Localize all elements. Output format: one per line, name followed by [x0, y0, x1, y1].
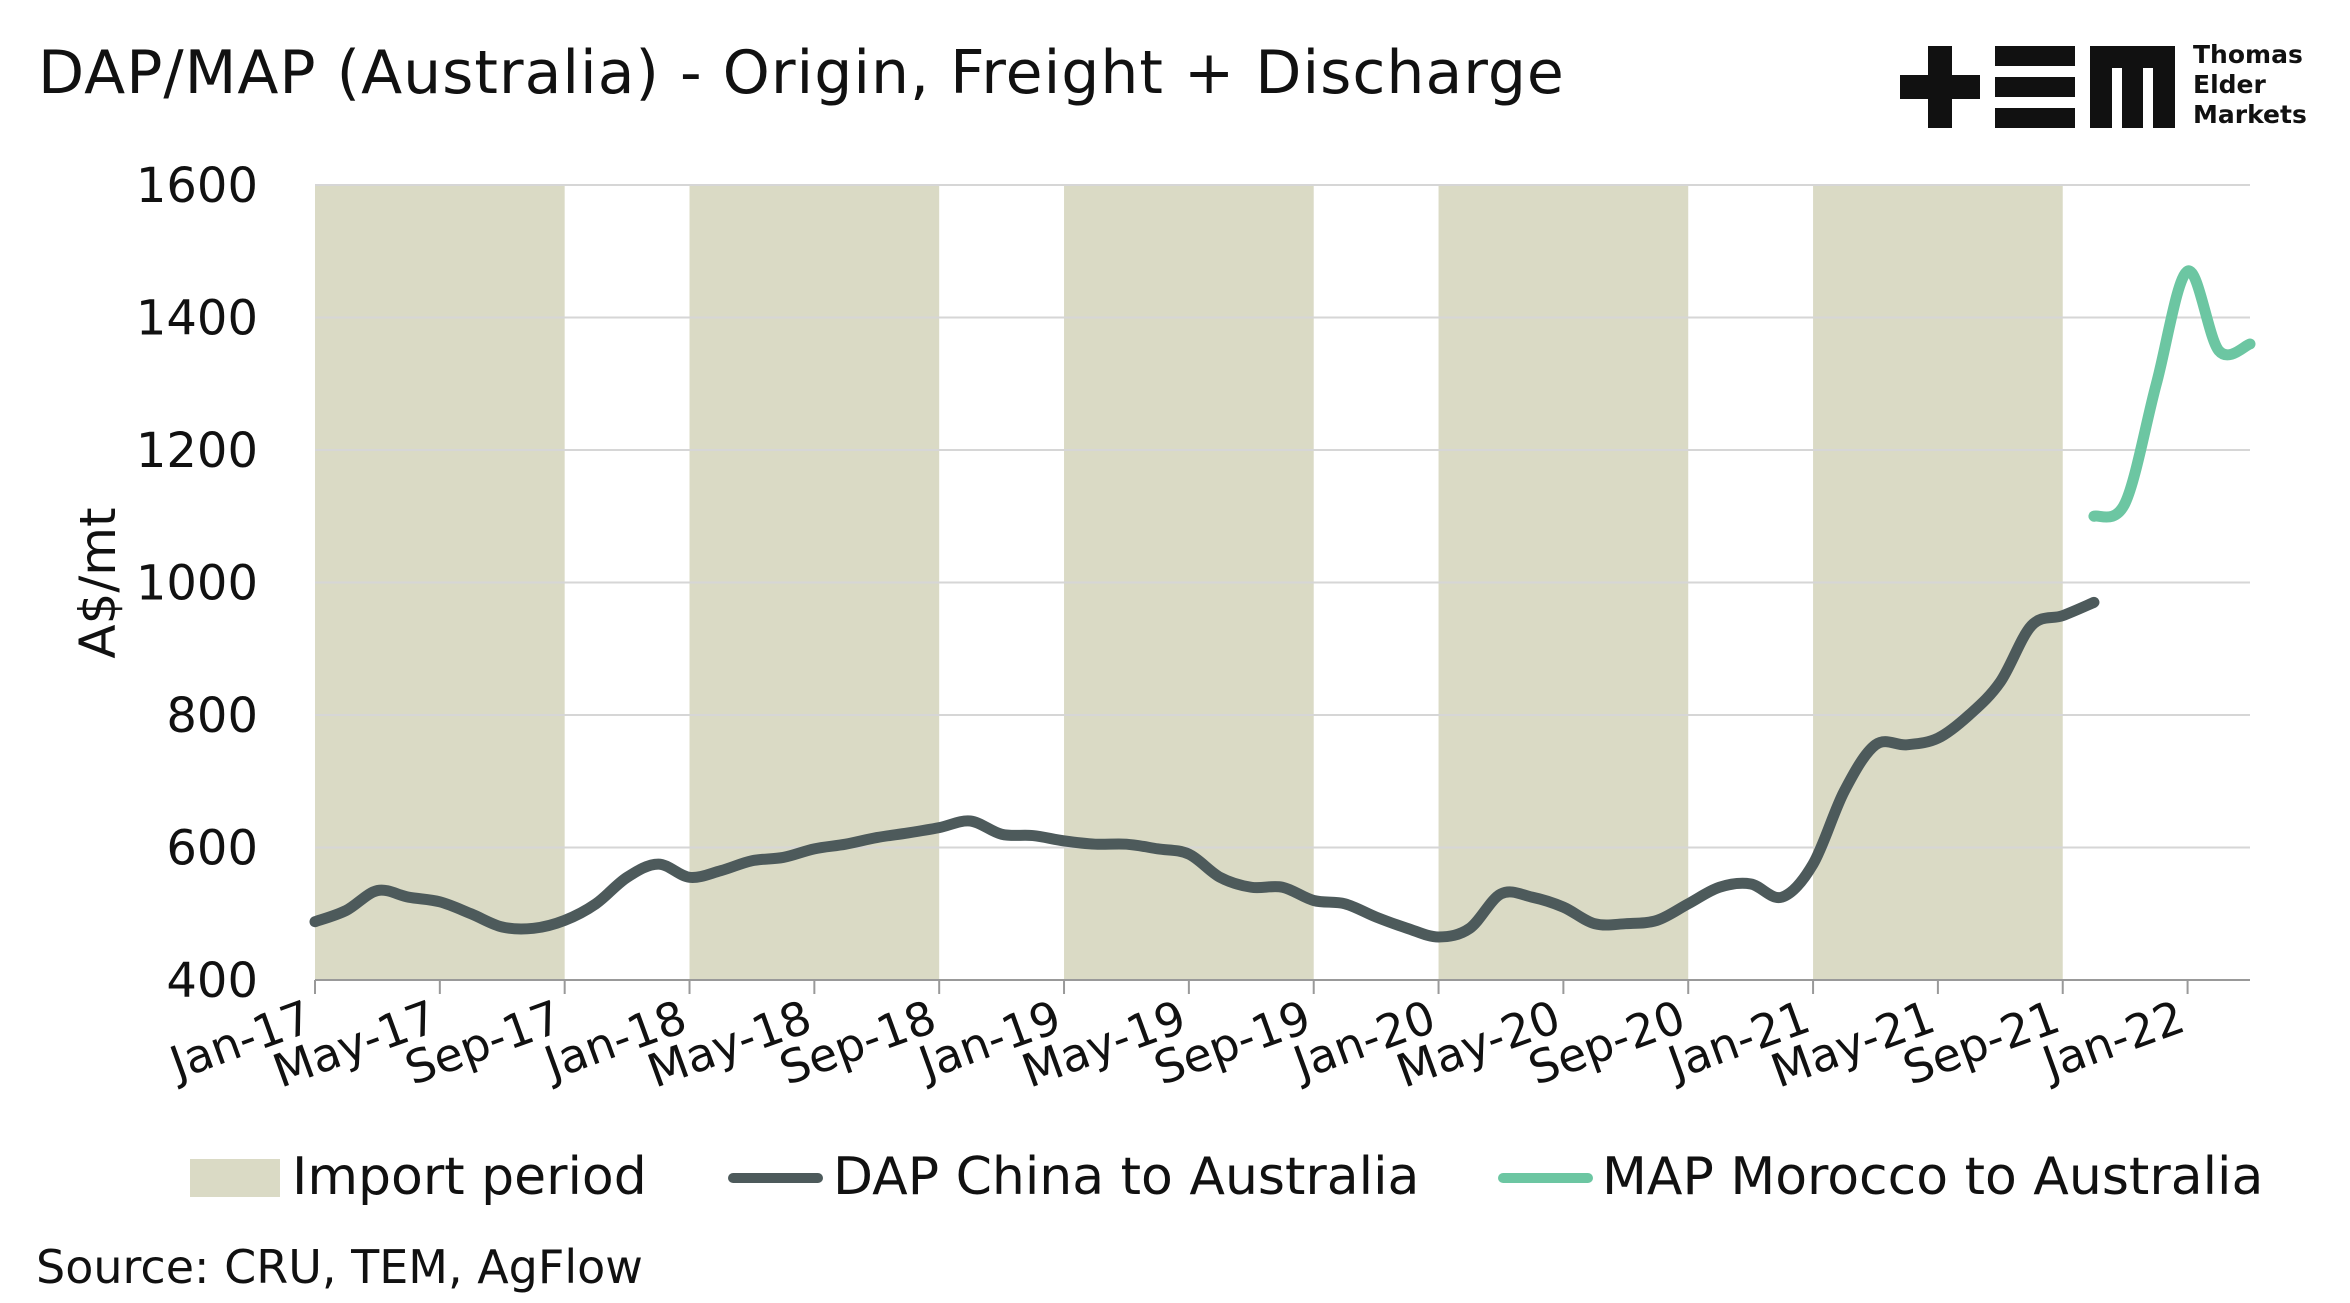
tem-logo [1900, 46, 2175, 128]
logo-text: Thomas Elder Markets [2193, 40, 2307, 130]
legend-swatch-import-period [190, 1159, 280, 1197]
series-line-map [2088, 265, 2256, 523]
source-note: Source: CRU, TEM, AgFlow [36, 1240, 643, 1294]
logo-e-top [1995, 46, 2075, 66]
x-tick-labels: Jan-17May-17Sep-17Jan-18May-18Sep-18Jan-… [160, 990, 2191, 1099]
legend-swatch-map [1498, 1173, 1593, 1183]
chart-title: DAP/MAP (Australia) - Origin, Freight + … [38, 38, 1565, 108]
legend: Import period DAP China to Australia MAP… [0, 1145, 2350, 1209]
x-tick-label: Jan-22 [2033, 990, 2192, 1092]
series-lines [309, 265, 2256, 943]
logo-line-3: Markets [2193, 100, 2307, 129]
logo-m [2090, 46, 2175, 128]
y-tick-label: 600 [166, 821, 258, 877]
logo-line-2: Elder [2193, 70, 2266, 99]
y-tick-label: 1600 [136, 158, 258, 214]
y-tick-label: 800 [166, 688, 258, 744]
y-tick-label: 400 [166, 953, 258, 1009]
y-axis-label: A$/mt [69, 507, 127, 658]
legend-label-dap: DAP China to Australia [833, 1147, 1420, 1207]
y-tick-label: 1000 [136, 556, 258, 612]
y-tick-label: 1200 [136, 423, 258, 479]
legend-label-import-period: Import period [292, 1147, 647, 1207]
logo-plus-vertical [1928, 46, 1952, 128]
legend-label-map: MAP Morocco to Australia [1602, 1147, 2264, 1207]
series-line-dap [309, 596, 2100, 943]
axes [314, 979, 2250, 994]
y-tick-label: 1400 [136, 291, 258, 347]
y-tick-labels: 400 600 800 1000 1200 1400 1600 [136, 158, 258, 1009]
logo-line-1: Thomas [2193, 40, 2303, 69]
logo-e-bottom [1995, 108, 2075, 128]
legend-swatch-dap [728, 1173, 823, 1183]
logo-e-middle [1995, 77, 2075, 97]
gridlines [315, 184, 2250, 849]
